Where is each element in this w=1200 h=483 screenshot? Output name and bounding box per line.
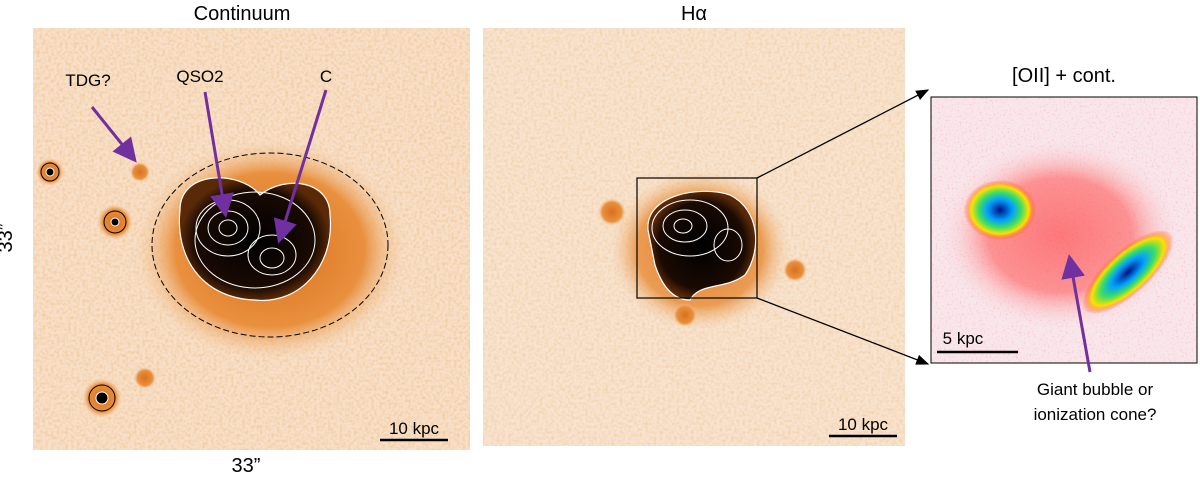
continuum-panel: TDG? QSO2 C 10 kpc Continuum 33” 33”: [0, 3, 470, 477]
annotation: ionization cone?: [1034, 405, 1157, 424]
scale-bar-label: 10 kpc: [389, 419, 440, 438]
pointer-arrow: [273, 89, 328, 244]
contour: [151, 152, 389, 338]
pointer-arrow: [90, 106, 137, 163]
annotation: Giant bubble or: [1037, 380, 1154, 399]
core: [647, 190, 757, 301]
zoom-line: [756, 297, 930, 365]
knot: [1082, 229, 1174, 315]
pointer-arrow: [203, 91, 234, 218]
label: TDG?: [65, 71, 110, 90]
halpha-panel: 10 kpc Hα: [483, 3, 930, 446]
zoom-box: [636, 177, 758, 299]
panel-title: Continuum: [194, 3, 291, 25]
knot: [783, 258, 807, 282]
oii-panel: 5 kpc [OII] + cont. Giant bubble or ioni…: [930, 65, 1198, 424]
label: QSO2: [176, 67, 223, 86]
panel-title: Hα: [681, 3, 707, 25]
panel-title: [OII] + cont.: [1012, 65, 1116, 87]
scale-bar-label: 5 kpc: [943, 329, 984, 348]
x-size-label: 33”: [232, 455, 261, 477]
label: C: [320, 67, 332, 86]
zoom-line: [756, 89, 930, 179]
scale-bar-label: 10 kpc: [838, 415, 889, 434]
y-size-label: 33”: [0, 224, 17, 253]
knot: [964, 180, 1036, 240]
companions: [36, 158, 156, 418]
pointer-arrow: [1061, 254, 1092, 373]
contours: [651, 199, 743, 262]
knot: [598, 198, 626, 226]
knot: [673, 303, 697, 327]
